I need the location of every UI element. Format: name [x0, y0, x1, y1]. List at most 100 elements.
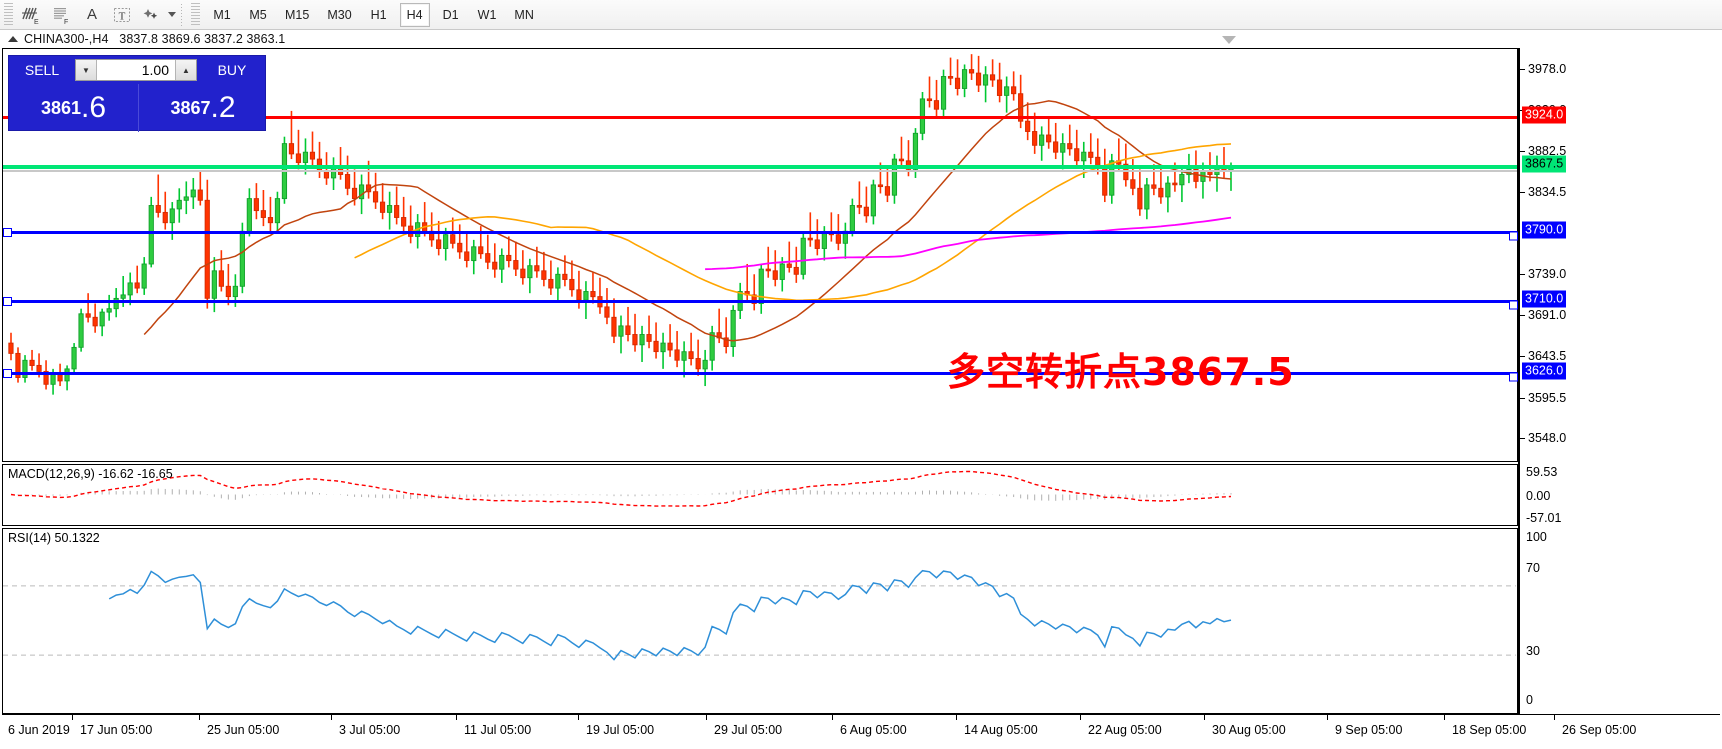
one-click-trading-panel[interactable]: SELL ▼ 1.00 ▲ BUY 3861 .6 3867 .2: [8, 55, 267, 132]
time-tick: 17 Jun 05:00: [80, 723, 153, 737]
time-tick-mark: [956, 715, 957, 720]
price-level-badge-3710-0[interactable]: 3710.0: [1522, 290, 1567, 308]
time-tick-mark: [1080, 715, 1081, 720]
chart-scroll-marker-icon[interactable]: [1222, 36, 1236, 44]
rsi-panel[interactable]: RSI(14) 50.1322: [2, 528, 1518, 714]
time-tick-mark: [456, 715, 457, 720]
tick-dash: [1520, 192, 1525, 193]
timeframe-h4[interactable]: H4: [399, 2, 430, 27]
rsi-tick: 70: [1526, 561, 1540, 575]
time-tick: 29 Jul 05:00: [714, 723, 783, 737]
time-tick-mark: [1554, 715, 1555, 720]
tick-dash: [1520, 68, 1525, 70]
support-anchor-3710[interactable]: [1509, 300, 1518, 310]
time-tick: 26 Sep 05:00: [1562, 723, 1637, 737]
symbol-bar: CHINA300-,H4 3837.8 3869.6 3837.2 3863.1: [0, 30, 1722, 47]
time-tick: 3 Jul 05:00: [339, 723, 401, 737]
macd-tick: 59.53: [1526, 465, 1558, 479]
time-tick-mark: [1204, 715, 1205, 720]
svg-text:F: F: [64, 19, 68, 25]
symbol-ohlc-label: CHINA300-,H4 3837.8 3869.6 3837.2 3863.1: [24, 31, 286, 46]
buy-button[interactable]: BUY: [217, 62, 247, 78]
price-tick: 3643.5: [1520, 349, 1566, 363]
timeframe-h1[interactable]: H1: [370, 7, 387, 22]
support-anchor-3790[interactable]: [1509, 231, 1518, 241]
macd-panel[interactable]: MACD(12,26,9) -16.62 -16.65: [2, 464, 1518, 526]
time-tick-mark: [578, 715, 579, 720]
volume-input[interactable]: 1.00: [141, 62, 169, 78]
time-tick: 6 Aug 05:00: [840, 723, 907, 737]
support-line-3626[interactable]: [3, 372, 1518, 382]
svg-text:E: E: [34, 19, 39, 25]
price-tick: 3834.5: [1520, 185, 1566, 199]
support-left-anchor-3626[interactable]: [3, 369, 12, 379]
price-tick: 3691.0: [1520, 308, 1566, 322]
chart-annotation-text[interactable]: 多空转折点3867.5: [947, 350, 1295, 394]
buy-price-display[interactable]: 3867 .2: [139, 84, 267, 132]
volume-decrement-button[interactable]: ▼: [76, 60, 97, 80]
time-tick: 22 Aug 05:00: [1088, 723, 1162, 737]
price-tick: 3548.0: [1520, 431, 1566, 445]
tick-dash: [1520, 438, 1525, 440]
price-level-badge-3924-0[interactable]: 3924.0: [1522, 106, 1567, 124]
timeframe-m30[interactable]: M30: [327, 7, 352, 22]
time-tick-mark: [199, 715, 200, 720]
time-tick: 14 Aug 05:00: [964, 723, 1038, 737]
time-tick-mark: [832, 715, 833, 720]
collapse-triangle-icon[interactable]: [8, 35, 18, 42]
timeframe-d1[interactable]: D1: [442, 7, 459, 22]
support-left-anchor-3790[interactable]: [3, 228, 12, 238]
macd-label: MACD(12,26,9) -16.62 -16.65: [8, 467, 173, 481]
text-label-icon[interactable]: T: [107, 1, 137, 29]
chart-frame: 多空转折点3867.5 MACD(12,26,9) -16.62 -16.65 …: [2, 36, 1720, 748]
timeframe-m15[interactable]: M15: [285, 7, 310, 22]
price-axis[interactable]: 3978.03930.03882.53834.53739.03691.03643…: [1518, 48, 1720, 714]
buy-price-decimal: .2: [210, 91, 236, 124]
buy-price-integer: 3867: [170, 97, 211, 118]
volume-increment-button[interactable]: ▲: [175, 60, 196, 80]
price-level-badge-3626-0[interactable]: 3626.0: [1522, 362, 1567, 380]
main-toolbar: E F A T: [0, 0, 1722, 30]
objects-icon[interactable]: [137, 1, 167, 29]
indicators-icon[interactable]: E: [17, 1, 47, 29]
support-left-anchor-3710[interactable]: [3, 297, 12, 307]
rsi-tick: 0: [1526, 693, 1533, 707]
macd-tick: 0.00: [1526, 489, 1551, 503]
time-tick-mark: [706, 715, 707, 720]
sell-price-decimal: .6: [81, 91, 107, 124]
sell-button[interactable]: SELL: [24, 62, 60, 78]
price-level-badge-3867-5[interactable]: 3867.5: [1522, 155, 1567, 173]
bid-line: [3, 169, 1517, 172]
timeframe-grip[interactable]: [191, 2, 200, 27]
time-axis[interactable]: 6 Jun 2019 17 Jun 05:00 25 Jun 05:00 3 Jul …: [2, 714, 1720, 748]
time-tick: 18 Sep 05:00: [1452, 723, 1527, 737]
sell-price-display[interactable]: 3861 .6: [9, 84, 139, 132]
timeframe-bar: M1 M5 M15 M30 H1 H4 D1 W1 MN: [204, 2, 543, 27]
timeframe-mn[interactable]: MN: [514, 7, 534, 22]
time-tick-mark: [72, 715, 73, 720]
objects-dropdown-caret[interactable]: [168, 12, 176, 17]
toolbar-separator: [181, 3, 182, 26]
support-line-3790[interactable]: [3, 231, 1518, 241]
support-line-3710[interactable]: [3, 300, 1518, 310]
timeframe-m1[interactable]: M1: [213, 7, 231, 22]
time-tick: 6 Jun 2019: [8, 723, 70, 737]
tick-dash: [1520, 315, 1525, 317]
text-tool-icon[interactable]: A: [86, 6, 97, 23]
tick-dash: [1520, 356, 1525, 358]
price-level-badge-3790-0[interactable]: 3790.0: [1522, 221, 1567, 239]
timeframe-m5[interactable]: M5: [249, 7, 267, 22]
periodicity-icon[interactable]: F: [47, 1, 77, 29]
resistance-line-3924[interactable]: [3, 116, 1517, 120]
time-tick-mark: [1444, 715, 1445, 720]
pivot-line-3867[interactable]: [3, 164, 1517, 169]
tick-dash: [1520, 150, 1525, 152]
toolbar-grip[interactable]: [4, 2, 13, 27]
macd-tick: -57.01: [1526, 511, 1562, 525]
sell-price-integer: 3861: [40, 97, 81, 118]
timeframe-w1[interactable]: W1: [477, 7, 497, 22]
support-anchor-3626[interactable]: [1509, 372, 1518, 382]
rsi-label: RSI(14) 50.1322: [8, 531, 100, 545]
rsi-plot: [3, 569, 1516, 661]
time-tick: 25 Jun 05:00: [207, 723, 280, 737]
